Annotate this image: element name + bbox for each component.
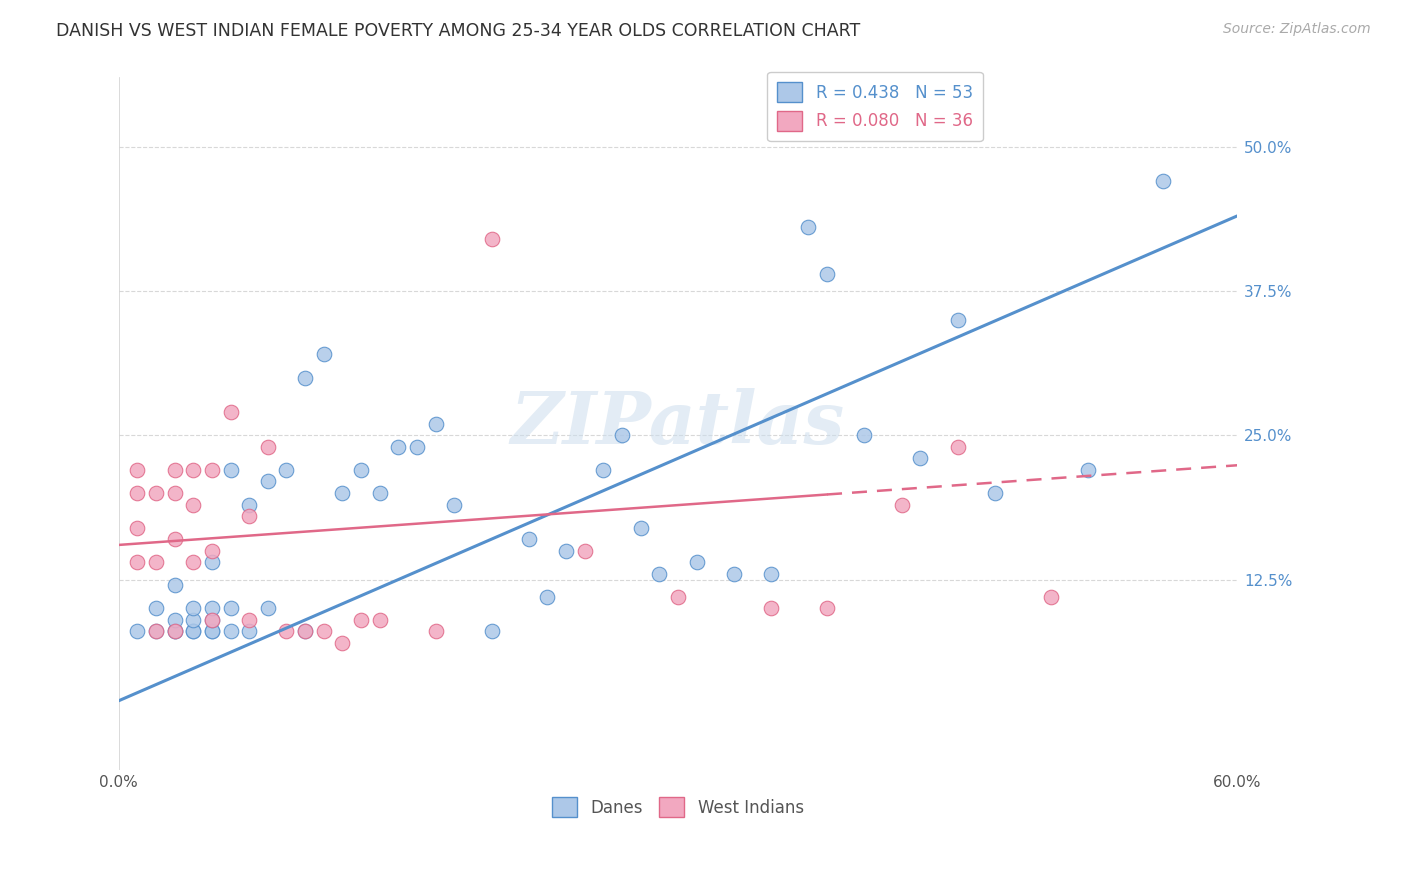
Legend: Danes, West Indians: Danes, West Indians xyxy=(546,790,811,824)
Point xyxy=(201,613,224,627)
Point xyxy=(759,601,782,615)
Point xyxy=(145,624,167,639)
Point xyxy=(127,463,149,477)
Point xyxy=(406,440,429,454)
Point xyxy=(238,498,260,512)
Point xyxy=(312,347,335,361)
Point xyxy=(163,463,186,477)
Point xyxy=(219,601,242,615)
Point xyxy=(181,498,204,512)
Point xyxy=(257,475,280,489)
Point xyxy=(294,624,316,639)
Point xyxy=(201,624,224,639)
Point xyxy=(181,613,204,627)
Point xyxy=(201,624,224,639)
Point xyxy=(127,624,149,639)
Point xyxy=(368,613,391,627)
Point xyxy=(1039,590,1062,604)
Point xyxy=(181,624,204,639)
Point xyxy=(853,428,876,442)
Text: DANISH VS WEST INDIAN FEMALE POVERTY AMONG 25-34 YEAR OLDS CORRELATION CHART: DANISH VS WEST INDIAN FEMALE POVERTY AMO… xyxy=(56,22,860,40)
Point xyxy=(946,313,969,327)
Point xyxy=(332,486,354,500)
Point xyxy=(257,601,280,615)
Point xyxy=(257,440,280,454)
Point xyxy=(201,463,224,477)
Point xyxy=(984,486,1007,500)
Point xyxy=(630,520,652,534)
Point xyxy=(555,543,578,558)
Point xyxy=(163,624,186,639)
Point xyxy=(517,532,540,546)
Point xyxy=(350,613,373,627)
Point xyxy=(890,498,912,512)
Point xyxy=(1152,174,1174,188)
Point xyxy=(201,555,224,569)
Point xyxy=(163,624,186,639)
Point xyxy=(238,509,260,524)
Point xyxy=(127,486,149,500)
Point xyxy=(610,428,633,442)
Text: ZIPatlas: ZIPatlas xyxy=(510,388,845,459)
Point xyxy=(332,636,354,650)
Point xyxy=(294,624,316,639)
Point xyxy=(350,463,373,477)
Point xyxy=(163,486,186,500)
Point xyxy=(201,601,224,615)
Point xyxy=(946,440,969,454)
Point xyxy=(219,405,242,419)
Point xyxy=(181,624,204,639)
Point xyxy=(574,543,596,558)
Point xyxy=(443,498,465,512)
Point xyxy=(163,578,186,592)
Point xyxy=(201,613,224,627)
Point xyxy=(201,543,224,558)
Point xyxy=(181,601,204,615)
Point xyxy=(181,555,204,569)
Point xyxy=(797,220,820,235)
Text: Source: ZipAtlas.com: Source: ZipAtlas.com xyxy=(1223,22,1371,37)
Point xyxy=(387,440,409,454)
Point xyxy=(145,601,167,615)
Point xyxy=(145,555,167,569)
Point xyxy=(368,486,391,500)
Point xyxy=(294,370,316,384)
Point xyxy=(910,451,932,466)
Point xyxy=(238,624,260,639)
Point xyxy=(723,566,745,581)
Point xyxy=(425,624,447,639)
Point xyxy=(219,624,242,639)
Y-axis label: Female Poverty Among 25-34 Year Olds: Female Poverty Among 25-34 Year Olds xyxy=(0,273,7,575)
Point xyxy=(127,555,149,569)
Point xyxy=(276,463,298,477)
Point xyxy=(145,624,167,639)
Point xyxy=(238,613,260,627)
Point xyxy=(815,601,838,615)
Point xyxy=(219,463,242,477)
Point xyxy=(181,463,204,477)
Point xyxy=(648,566,671,581)
Point xyxy=(592,463,614,477)
Point xyxy=(759,566,782,581)
Point xyxy=(685,555,707,569)
Point xyxy=(481,624,503,639)
Point xyxy=(481,232,503,246)
Point xyxy=(666,590,689,604)
Point xyxy=(425,417,447,431)
Point xyxy=(163,613,186,627)
Point xyxy=(1077,463,1099,477)
Point xyxy=(163,532,186,546)
Point xyxy=(163,624,186,639)
Point xyxy=(536,590,558,604)
Point xyxy=(815,267,838,281)
Point xyxy=(145,486,167,500)
Point xyxy=(276,624,298,639)
Point xyxy=(312,624,335,639)
Point xyxy=(127,520,149,534)
